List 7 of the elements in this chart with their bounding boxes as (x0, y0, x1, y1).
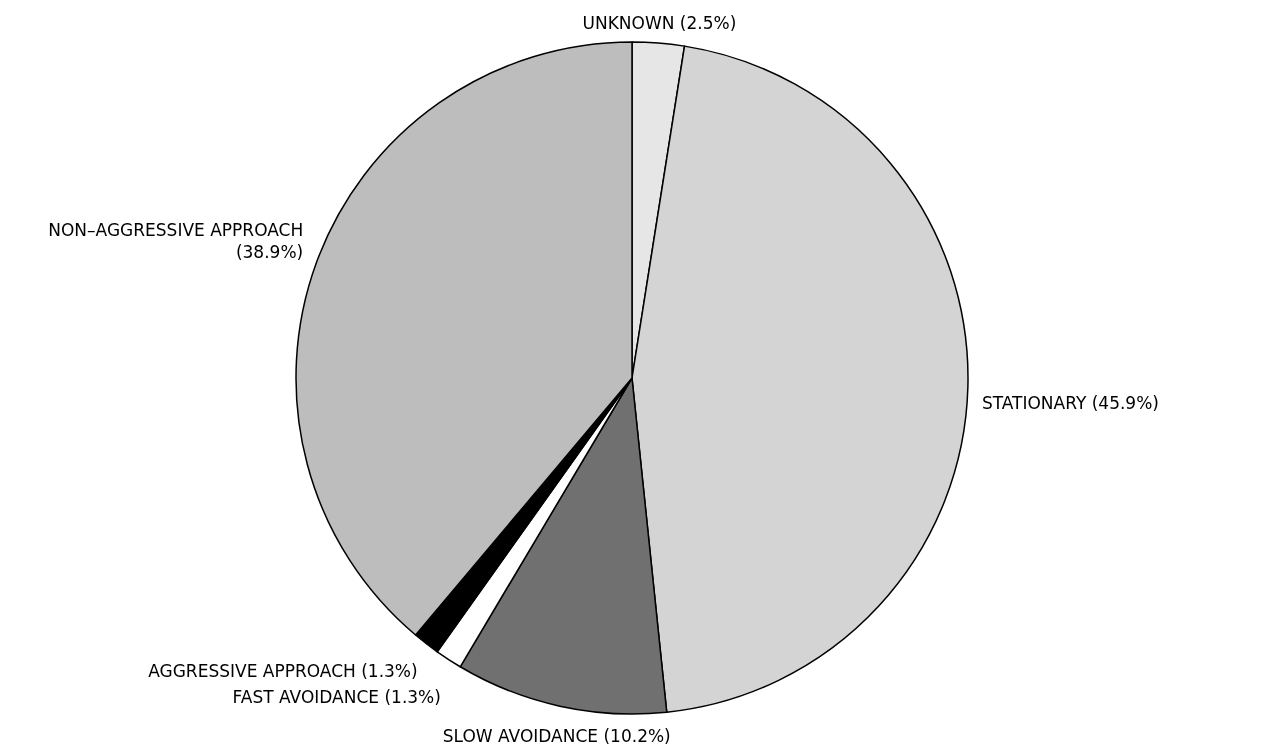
slice-label: AGGRESSIVE APPROACH (1.3%) (148, 660, 418, 681)
slice-label: FAST AVOIDANCE (1.3%) (232, 686, 441, 707)
slice-label: UNKNOWN (2.5%) (582, 13, 737, 34)
slice-label: NON–AGGRESSIVE APPROACH (48, 220, 304, 241)
data-label: (38.9%) (235, 242, 304, 263)
slice-label: SLOW AVOIDANCE (10.2%) (442, 725, 671, 746)
slice-label: STATIONARY (45.9%) (981, 393, 1159, 414)
